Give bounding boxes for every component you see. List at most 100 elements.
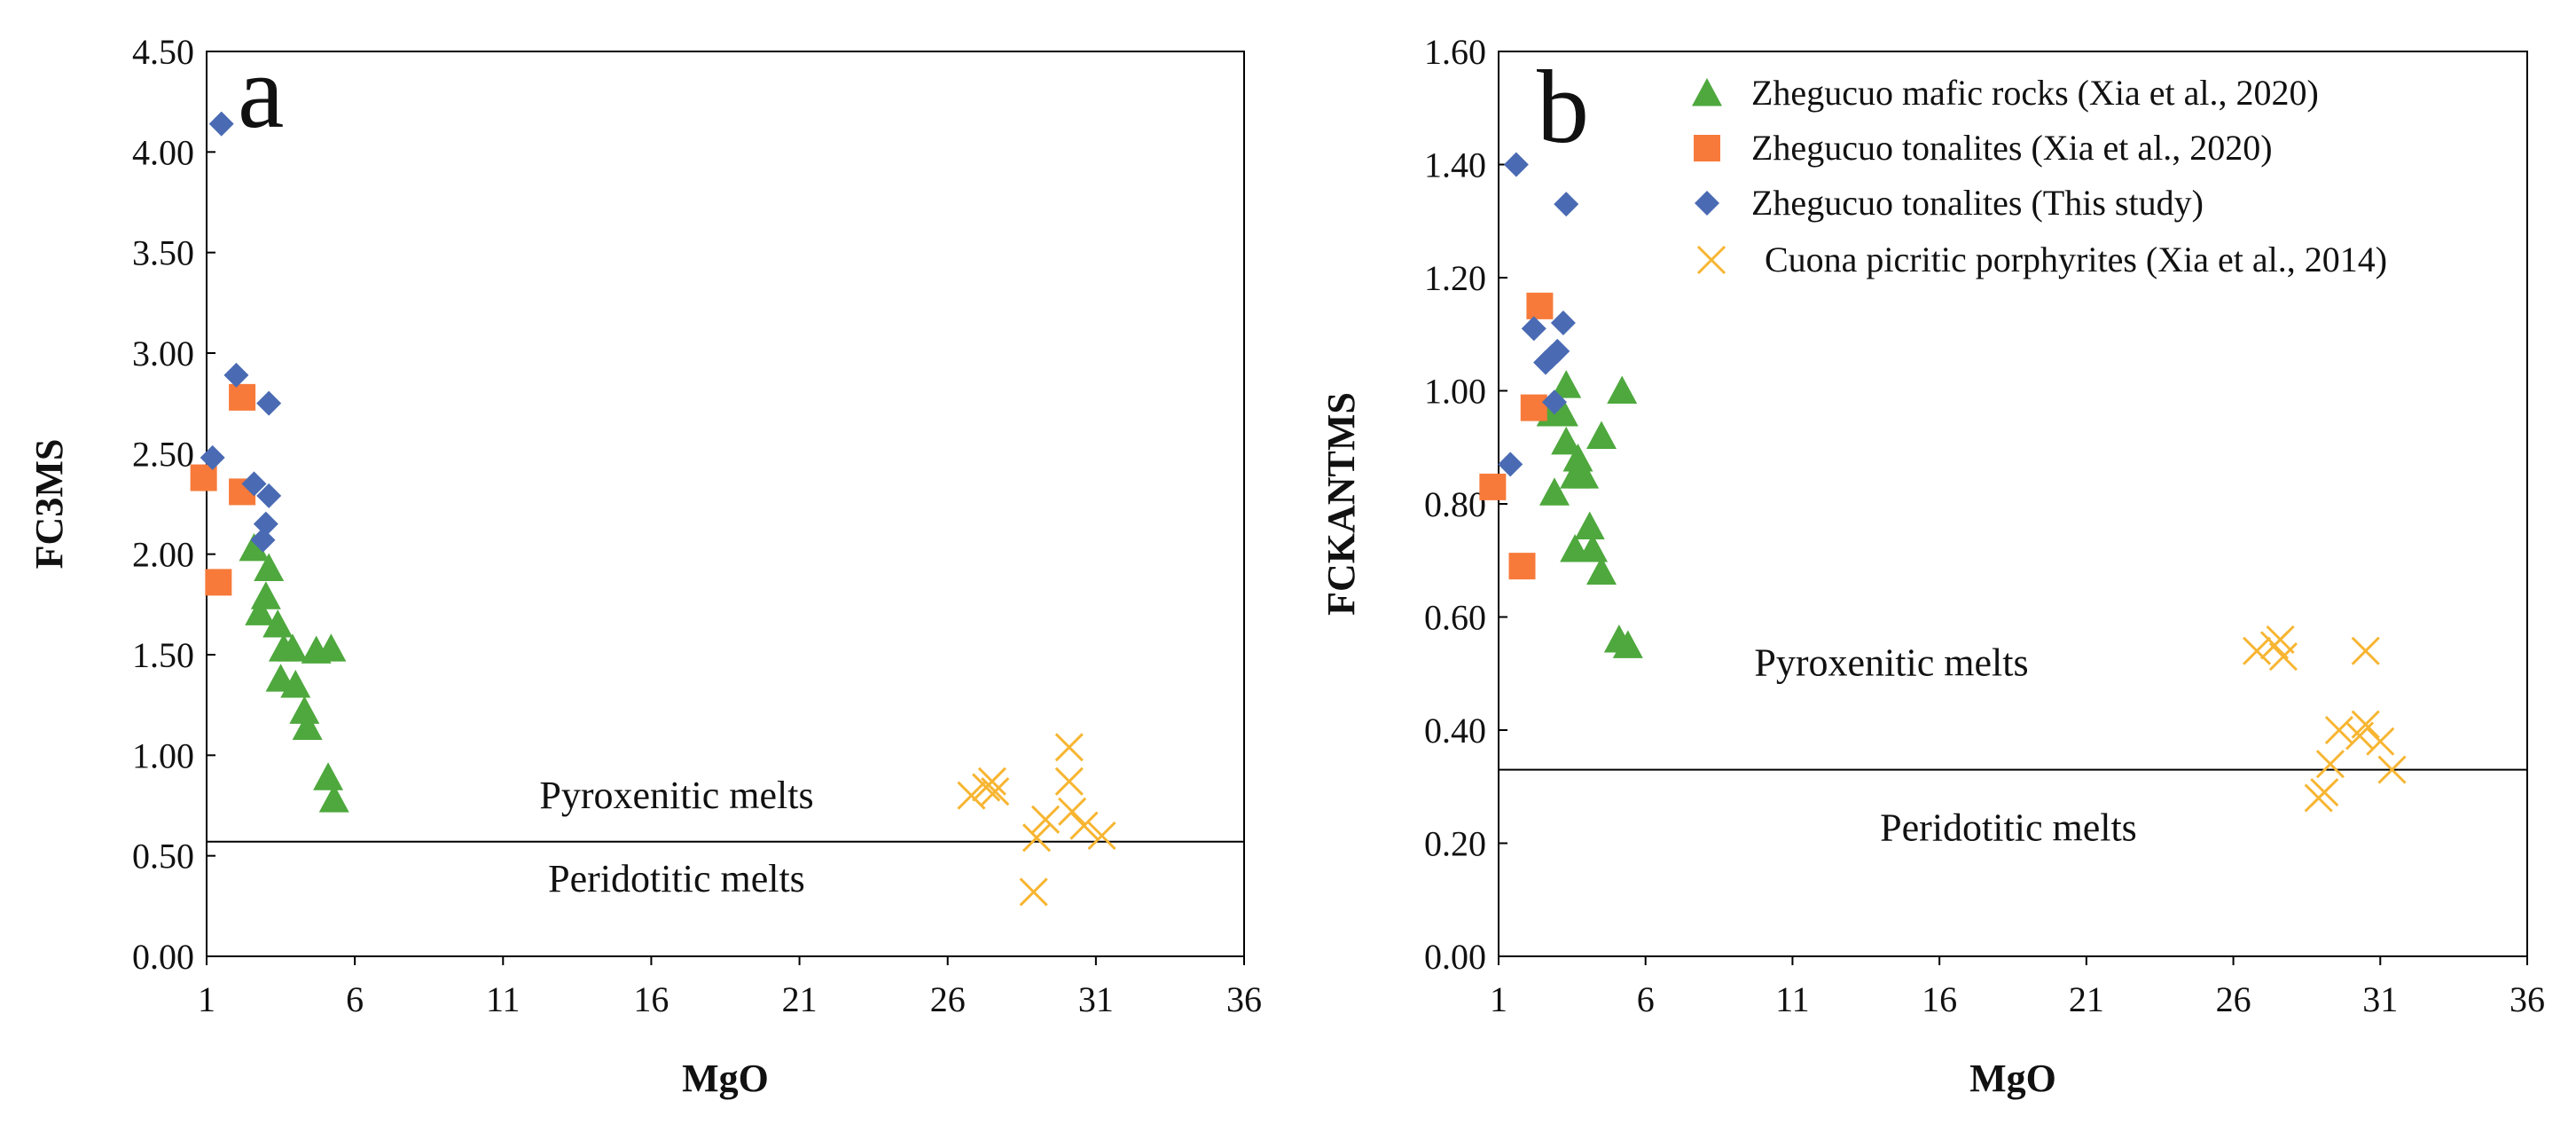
data-point-diamond	[200, 444, 225, 470]
y-tick-label: 1.00	[132, 735, 194, 775]
data-point-cross	[2324, 715, 2353, 745]
data-point-triangle	[1607, 375, 1638, 404]
data-point-cross	[2377, 755, 2407, 784]
panel-b-data-points	[1479, 152, 2407, 813]
legend-marker-triangle	[1692, 78, 1722, 106]
y-tick-label: 1.20	[1424, 258, 1486, 298]
data-point-cross	[2266, 625, 2295, 655]
data-point-cross	[1087, 821, 1116, 851]
x-tick-label: 31	[1078, 979, 1114, 1019]
series-mafic	[1536, 370, 1643, 658]
data-point-triangle	[262, 609, 294, 638]
data-point-triangle	[1547, 398, 1578, 427]
legend-marker-cross	[1696, 245, 1726, 275]
data-point-triangle	[316, 633, 347, 662]
data-point-diamond	[1541, 389, 1567, 415]
data-point-diamond	[250, 527, 276, 553]
data-point-triangle	[313, 762, 344, 790]
x-tick-label: 36	[1226, 979, 1262, 1019]
x-tick-label: 11	[1775, 979, 1810, 1019]
y-tick-label: 0.00	[1424, 937, 1486, 977]
data-point-triangle	[1551, 426, 1582, 455]
x-tick-label: 6	[1637, 979, 1655, 1019]
panel-b-x-axis-label: MgO	[1969, 1057, 2056, 1100]
data-point-triangle	[292, 711, 323, 741]
y-tick-label: 0.80	[1424, 484, 1486, 524]
data-point-triangle	[1574, 511, 1605, 539]
data-point-cross	[2243, 636, 2272, 665]
data-point-triangle	[245, 597, 276, 625]
series-picritic	[2243, 625, 2407, 813]
series-tonalite-xia	[1479, 292, 1554, 580]
data-point-diamond	[1521, 316, 1546, 342]
x-tick-label: 26	[2216, 979, 2251, 1019]
data-point-diamond	[208, 111, 234, 137]
x-tick-label: 26	[930, 979, 966, 1019]
x-tick-label: 11	[486, 979, 521, 1019]
panel-b-letter: b	[1537, 49, 1589, 165]
y-tick-label: 4.00	[132, 132, 194, 172]
data-point-diamond	[1554, 192, 1579, 217]
series-mafic	[239, 532, 349, 813]
y-tick-label: 3.00	[132, 334, 194, 373]
data-point-triangle	[1586, 421, 1617, 449]
data-point-cross	[2366, 727, 2395, 756]
panel-b-peridotitic-label: Peridotitic melts	[1880, 806, 2137, 850]
x-tick-label: 1	[1490, 979, 1507, 1019]
data-point-cross	[957, 781, 986, 810]
series-tonalite-this	[200, 111, 282, 553]
data-point-diamond	[241, 471, 267, 497]
legend-label-tonalite-xia: Zhegucuo tonalites (Xia et al., 2020)	[1751, 128, 2273, 168]
panel-a-letter: a	[238, 34, 284, 150]
y-tick-label: 1.50	[132, 635, 194, 675]
data-point-square	[1520, 394, 1547, 421]
series-tonalite-this	[1498, 152, 1579, 477]
x-tick-label: 16	[1922, 979, 1957, 1019]
data-point-triangle	[1560, 534, 1591, 562]
series-picritic	[957, 733, 1116, 907]
data-point-cross	[1030, 805, 1061, 834]
data-point-cross	[1019, 877, 1048, 907]
x-tick-label: 21	[2069, 979, 2104, 1019]
y-tick-label: 3.50	[132, 233, 194, 273]
data-point-cross	[2351, 636, 2380, 665]
panel-a-x-ticks: 1 6 11 16 21 26 31 36	[198, 956, 1262, 1019]
panel-b-y-axis-label: FCKANTMS	[1319, 392, 1363, 616]
data-point-diamond	[1503, 152, 1529, 177]
legend-symbol-cross	[1696, 245, 1726, 275]
x-tick-label: 16	[633, 979, 669, 1019]
panel-b-y-ticks: 0.00 0.20 0.40 0.60 0.80 1.00 1.20 1.40 1.60	[1424, 32, 1507, 977]
data-point-triangle	[318, 784, 349, 813]
x-tick-label: 21	[782, 979, 818, 1019]
panel-a-peridotitic-label: Peridotitic melts	[548, 857, 805, 900]
y-tick-label: 4.50	[132, 32, 194, 72]
data-point-cross	[2310, 778, 2339, 807]
data-point-cross	[1069, 811, 1099, 840]
data-point-cross	[1054, 733, 1084, 762]
y-tick-label: 0.00	[132, 937, 194, 977]
legend-symbol-diamond	[1695, 191, 1719, 216]
data-point-diamond	[1533, 350, 1559, 375]
legend-item-tonalite-xia: Zhegucuo tonalites (Xia et al., 2020)	[1694, 128, 2273, 168]
panel-a-plot-frame	[206, 51, 1245, 957]
data-point-square	[1508, 553, 1536, 580]
data-point-cross	[2315, 750, 2345, 779]
data-point-cross	[1022, 823, 1052, 853]
data-point-cross	[977, 766, 1006, 796]
legend-marker-diamond	[1695, 191, 1719, 216]
series-tonalite-xia	[190, 383, 256, 596]
data-point-triangle	[239, 532, 270, 562]
data-point-square	[1526, 292, 1554, 319]
panel-a-data-points	[190, 111, 1116, 907]
data-point-diamond	[1550, 310, 1576, 335]
data-point-triangle	[250, 581, 281, 609]
y-tick-label: 0.50	[132, 837, 194, 876]
data-point-triangle	[1551, 370, 1582, 398]
panel-b-x-ticks: 1 6 11 16 21 26 31 36	[1490, 956, 2545, 1019]
data-point-square	[229, 383, 256, 411]
legend-symbol-square	[1694, 135, 1720, 161]
data-point-cross	[2268, 642, 2298, 672]
data-point-triangle	[1539, 477, 1570, 506]
legend-label-mafic: Zhegucuo mafic rocks (Xia et al., 2020)	[1751, 73, 2319, 113]
